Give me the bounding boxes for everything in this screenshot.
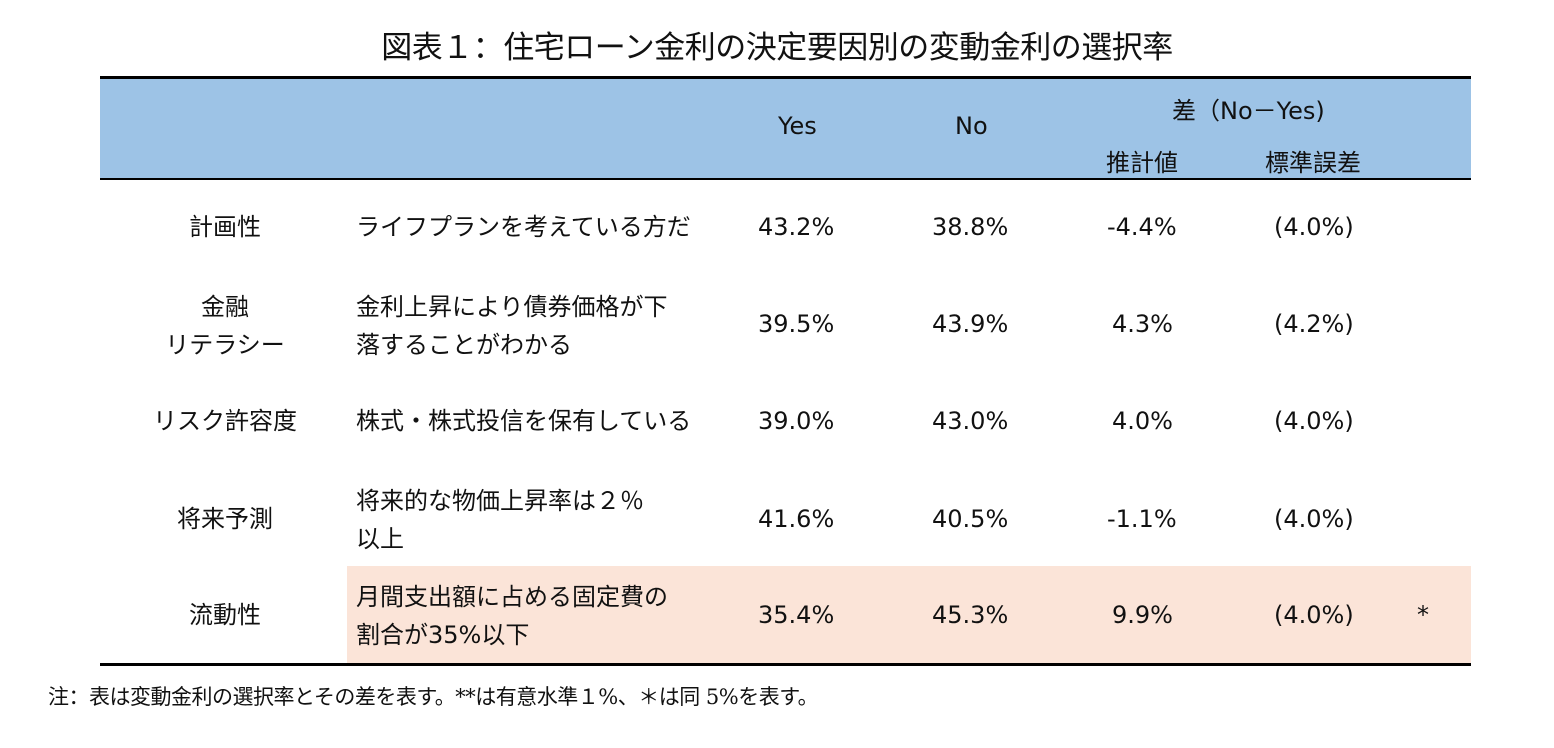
- row-category: 計画性: [189, 213, 261, 241]
- row-yes: 39.5%: [758, 310, 835, 338]
- table-bottom-rule: [100, 663, 1471, 666]
- row-estimate: 4.0%: [1112, 407, 1173, 435]
- row-category-line2: リテラシー: [165, 331, 285, 359]
- row-estimate: 9.9%: [1112, 601, 1173, 629]
- row-category: リスク許容度: [153, 407, 297, 435]
- header-std-error: 標準誤差: [1265, 149, 1361, 177]
- row-std-error: (4.2%): [1274, 310, 1354, 338]
- header-bottom-rule: [100, 178, 1471, 180]
- row-std-error: (4.0%): [1274, 601, 1354, 629]
- row-question-line2: 割合が35%以下: [356, 621, 530, 649]
- row-question-line2: 落することがわかる: [356, 331, 572, 359]
- row-category: 流動性: [189, 601, 261, 629]
- row-question-line2: 以上: [356, 525, 404, 553]
- table-title: 図表１：住宅ローン金利の決定要因別の変動金利の選択率: [381, 30, 1173, 66]
- table-top-rule: [100, 76, 1471, 79]
- row-estimate: -1.1%: [1107, 505, 1177, 533]
- row-no: 43.0%: [932, 407, 1009, 435]
- row-yes: 35.4%: [758, 601, 835, 629]
- row-category: 将来予測: [177, 505, 273, 533]
- row-std-error: (4.0%): [1274, 407, 1354, 435]
- footnote: 注：表は変動金利の選択率とその差を表す。**は有意水準１%、＊は同 5%を表す。: [48, 685, 819, 709]
- table-header: Yes No 差（No－Yes) 推計値 標準誤差: [100, 79, 1471, 178]
- row-estimate: -4.4%: [1107, 213, 1177, 241]
- row-no: 38.8%: [932, 213, 1009, 241]
- row-std-error: (4.0%): [1274, 213, 1354, 241]
- row-question: ライフプランを考えている方だ: [356, 213, 691, 241]
- row-question: 月間支出額に占める固定費の: [356, 583, 668, 611]
- header-diff-group: 差（No－Yes): [1172, 97, 1325, 125]
- row-yes: 41.6%: [758, 505, 835, 533]
- header-no: No: [955, 112, 988, 140]
- highlighted-row-background: [347, 566, 1471, 663]
- row-question: 金利上昇により債券価格が下: [356, 293, 668, 321]
- row-question: 株式・株式投信を保有している: [356, 407, 692, 435]
- row-estimate: 4.3%: [1112, 310, 1173, 338]
- row-no: 43.9%: [932, 310, 1009, 338]
- row-std-error: (4.0%): [1274, 505, 1354, 533]
- row-yes: 39.0%: [758, 407, 835, 435]
- row-question: 将来的な物価上昇率は２％: [356, 487, 644, 515]
- row-yes: 43.2%: [758, 213, 835, 241]
- results-table: Yes No 差（No－Yes) 推計値 標準誤差 計画性 ライフプランを考えて…: [100, 76, 1471, 666]
- header-yes: Yes: [778, 112, 817, 140]
- row-category: 金融: [201, 293, 249, 321]
- header-estimate: 推計値: [1106, 149, 1178, 177]
- row-no: 40.5%: [932, 505, 1009, 533]
- row-no: 45.3%: [932, 601, 1009, 629]
- significance-marker: *: [1417, 601, 1429, 629]
